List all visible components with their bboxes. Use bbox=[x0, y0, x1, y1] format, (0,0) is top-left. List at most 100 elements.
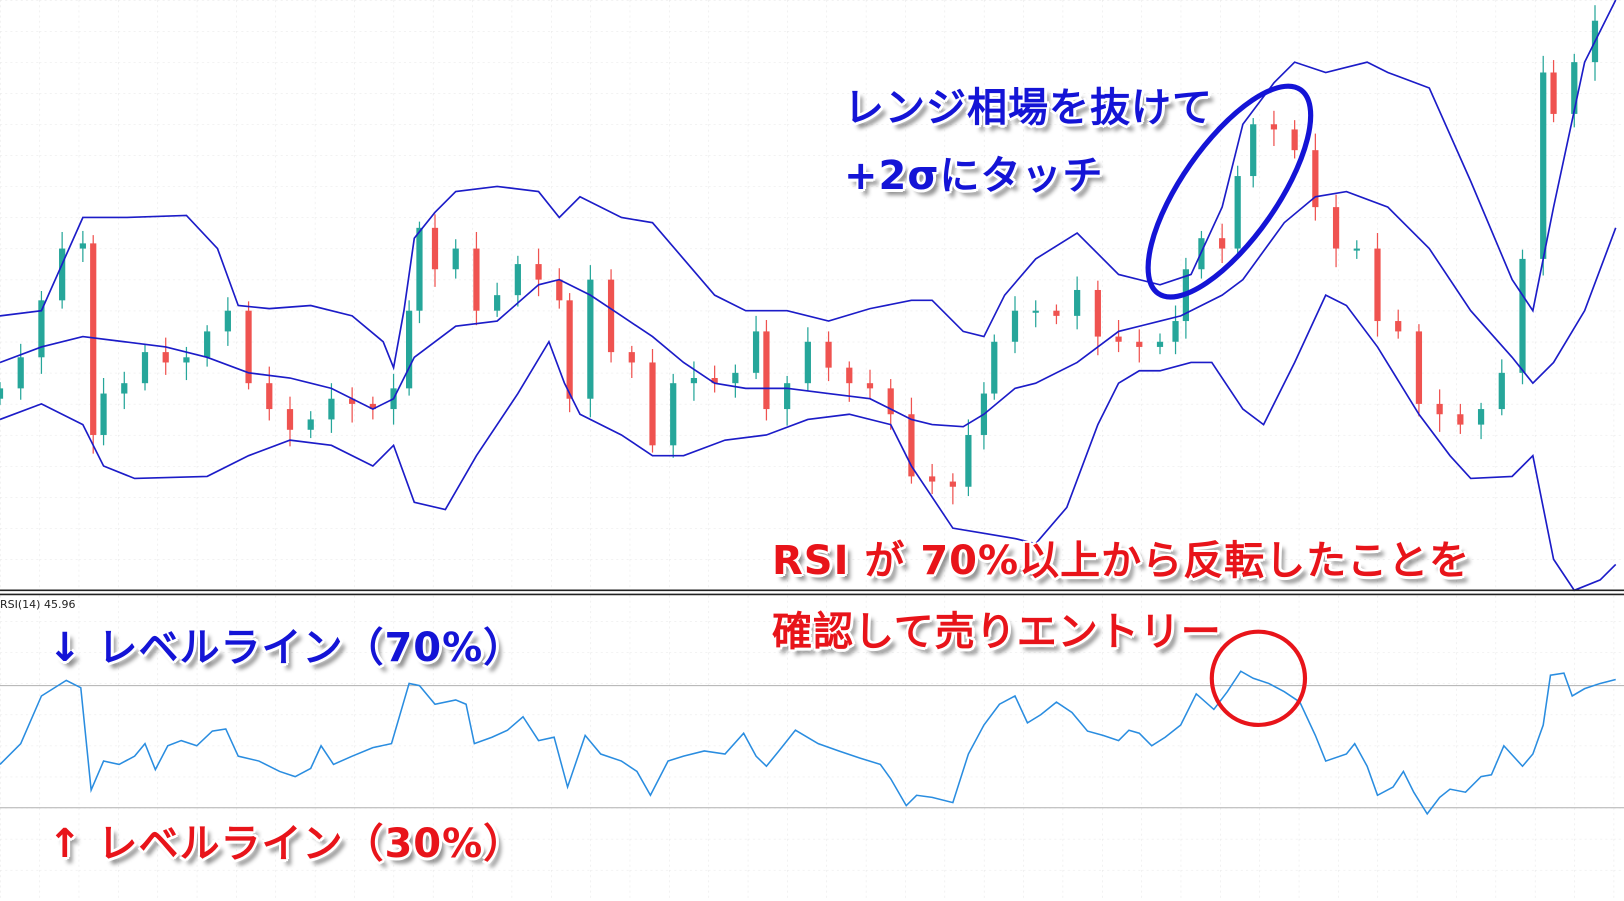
candle-down bbox=[431, 214, 439, 287]
candle-body bbox=[1540, 72, 1547, 259]
candle-up bbox=[1477, 402, 1485, 440]
candle-down bbox=[607, 269, 615, 363]
candle-down bbox=[369, 396, 376, 420]
candle-down bbox=[1219, 223, 1226, 264]
candle-body bbox=[1053, 310, 1060, 316]
candle-body bbox=[1477, 409, 1485, 425]
candle-down bbox=[556, 268, 563, 309]
candle-body bbox=[587, 279, 594, 399]
rsi-reversal-highlight-circle bbox=[1209, 629, 1308, 728]
candle-up bbox=[1172, 305, 1179, 355]
candle-down bbox=[1312, 133, 1319, 221]
candle-down bbox=[1550, 60, 1557, 123]
candle-body bbox=[224, 310, 231, 332]
candle-body bbox=[1011, 310, 1019, 342]
candle-body bbox=[183, 357, 190, 363]
candle-body bbox=[266, 383, 273, 410]
candle-body bbox=[649, 362, 656, 446]
annotation-entry-line2: 確認して売りエントリー bbox=[772, 609, 1222, 655]
candle-up bbox=[804, 327, 811, 392]
candle-down bbox=[846, 361, 853, 402]
candle-body bbox=[535, 264, 542, 280]
candle-down bbox=[1115, 320, 1122, 353]
candle-up bbox=[406, 300, 413, 396]
candle-body bbox=[1415, 331, 1423, 404]
candle-down bbox=[1374, 233, 1381, 337]
candle-up bbox=[752, 315, 760, 380]
candle-down bbox=[1457, 403, 1464, 434]
candle-body bbox=[732, 372, 739, 384]
candle-down bbox=[1053, 304, 1060, 325]
candle-body bbox=[1312, 150, 1319, 208]
candle-up bbox=[991, 334, 998, 400]
candle-up bbox=[732, 364, 739, 398]
candle-body bbox=[141, 352, 149, 384]
candle-up bbox=[1353, 240, 1360, 259]
candle-up bbox=[1571, 53, 1578, 128]
candle-body bbox=[1291, 129, 1298, 151]
candle-down bbox=[763, 320, 770, 421]
candle-up bbox=[690, 361, 698, 401]
candle-body bbox=[494, 295, 501, 311]
candle-up bbox=[1011, 296, 1019, 354]
candle-body bbox=[1156, 341, 1164, 347]
candle-down bbox=[1291, 120, 1298, 159]
bollinger-bands bbox=[0, 0, 1617, 592]
candle-down bbox=[162, 337, 169, 375]
candle-body bbox=[473, 248, 480, 311]
annotation-entry-line1: RSI が 70%以上から反転したことを bbox=[772, 538, 1471, 584]
candle-body bbox=[556, 279, 563, 301]
candle-body bbox=[286, 409, 294, 430]
candle-up bbox=[1234, 165, 1241, 255]
candle-up bbox=[670, 373, 677, 458]
rsi-indicator-label: RSI(14) 45.96 bbox=[0, 598, 76, 611]
candle-down bbox=[535, 248, 542, 297]
candle-body bbox=[38, 300, 45, 358]
candle-body bbox=[100, 393, 107, 435]
candle-down bbox=[90, 235, 97, 454]
candle-down bbox=[349, 387, 356, 423]
candle-body bbox=[804, 341, 811, 384]
candle-body bbox=[1353, 248, 1360, 251]
candle-up bbox=[494, 282, 501, 317]
candle-body bbox=[949, 481, 956, 487]
bollinger-upper-band bbox=[0, 0, 1617, 371]
candle-body bbox=[1032, 310, 1039, 313]
breakout-highlight-ellipse bbox=[1145, 83, 1314, 300]
candle-body bbox=[1219, 238, 1226, 249]
candle-down bbox=[1136, 329, 1143, 363]
candle-up bbox=[1032, 300, 1039, 328]
candle-down bbox=[1270, 110, 1278, 147]
candle-body bbox=[607, 279, 615, 353]
candle-body bbox=[1074, 289, 1081, 316]
candle-down bbox=[887, 379, 894, 430]
candle-down bbox=[908, 397, 915, 484]
candle-body bbox=[1234, 176, 1241, 249]
candle-up bbox=[784, 375, 791, 426]
candle-up bbox=[307, 411, 314, 439]
candle-body bbox=[908, 414, 915, 477]
candle-body bbox=[90, 243, 97, 435]
candle-up bbox=[1540, 55, 1547, 276]
candle-body bbox=[328, 398, 335, 420]
candle-body bbox=[59, 248, 66, 301]
candle-body bbox=[1571, 62, 1578, 114]
candle-up bbox=[38, 291, 45, 374]
candle-body bbox=[1374, 248, 1381, 322]
candle-up bbox=[1156, 333, 1164, 355]
candle-down bbox=[245, 301, 252, 390]
candle-body bbox=[887, 388, 894, 415]
candle-body bbox=[416, 227, 423, 311]
candle-body bbox=[0, 388, 4, 399]
candle-body bbox=[1436, 403, 1443, 415]
candle-up bbox=[328, 383, 335, 433]
candle-down bbox=[1436, 389, 1443, 432]
candle-up bbox=[59, 231, 66, 309]
candle-down bbox=[1395, 309, 1402, 339]
candle-up bbox=[17, 343, 24, 400]
annotation-level-70: ↓ レベルライン（70%） bbox=[48, 625, 525, 671]
candle-up bbox=[0, 382, 4, 405]
candle-body bbox=[1550, 72, 1557, 114]
annotation-breakout-line1: レンジ相場を抜けて bbox=[844, 85, 1213, 131]
